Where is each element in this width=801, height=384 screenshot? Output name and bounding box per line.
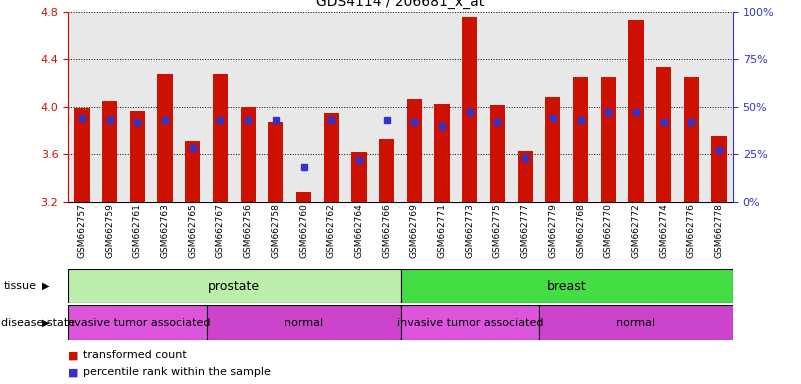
Text: GSM662759: GSM662759 bbox=[105, 203, 114, 258]
Bar bbox=[213, 74, 228, 202]
Bar bbox=[490, 105, 505, 202]
Text: ▶: ▶ bbox=[42, 318, 49, 328]
Text: normal: normal bbox=[284, 318, 323, 328]
Text: GSM662765: GSM662765 bbox=[188, 203, 197, 258]
Text: tissue: tissue bbox=[4, 281, 37, 291]
Bar bbox=[268, 122, 284, 202]
Text: GSM662762: GSM662762 bbox=[327, 203, 336, 258]
Bar bbox=[545, 97, 561, 202]
Text: GSM662774: GSM662774 bbox=[659, 203, 668, 258]
Text: GSM662768: GSM662768 bbox=[576, 203, 585, 258]
Text: GSM662772: GSM662772 bbox=[631, 203, 641, 258]
Text: GSM662779: GSM662779 bbox=[549, 203, 557, 258]
Bar bbox=[68, 269, 400, 303]
Bar bbox=[130, 111, 145, 202]
Text: GSM662777: GSM662777 bbox=[521, 203, 529, 258]
Bar bbox=[711, 136, 727, 202]
Text: GSM662764: GSM662764 bbox=[355, 203, 364, 258]
Bar bbox=[379, 139, 394, 202]
Bar bbox=[462, 17, 477, 202]
Bar bbox=[573, 77, 588, 202]
Text: GSM662757: GSM662757 bbox=[78, 203, 87, 258]
Text: GSM662758: GSM662758 bbox=[272, 203, 280, 258]
Bar bbox=[102, 101, 117, 202]
Text: breast: breast bbox=[547, 280, 586, 293]
Text: GSM662778: GSM662778 bbox=[714, 203, 723, 258]
Text: ■: ■ bbox=[68, 350, 78, 360]
Bar bbox=[434, 104, 449, 202]
Text: disease state: disease state bbox=[1, 318, 75, 328]
Bar bbox=[74, 108, 90, 202]
Text: GSM662767: GSM662767 bbox=[216, 203, 225, 258]
Bar bbox=[352, 152, 367, 202]
Bar bbox=[240, 107, 256, 202]
Text: GSM662775: GSM662775 bbox=[493, 203, 502, 258]
Bar bbox=[539, 305, 733, 340]
Text: ■: ■ bbox=[68, 367, 78, 377]
Text: GSM662766: GSM662766 bbox=[382, 203, 391, 258]
Text: GSM662760: GSM662760 bbox=[299, 203, 308, 258]
Bar bbox=[601, 77, 616, 202]
Text: prostate: prostate bbox=[208, 280, 260, 293]
Text: GSM662769: GSM662769 bbox=[410, 203, 419, 258]
Bar bbox=[628, 20, 643, 202]
Bar bbox=[656, 67, 671, 202]
Bar bbox=[517, 151, 533, 202]
Text: invasive tumor associated: invasive tumor associated bbox=[396, 318, 543, 328]
Text: normal: normal bbox=[617, 318, 655, 328]
Bar bbox=[400, 269, 733, 303]
Bar bbox=[68, 305, 207, 340]
Text: invasive tumor associated: invasive tumor associated bbox=[64, 318, 211, 328]
Text: GSM662756: GSM662756 bbox=[244, 203, 252, 258]
Title: GDS4114 / 206681_x_at: GDS4114 / 206681_x_at bbox=[316, 0, 485, 9]
Text: GSM662763: GSM662763 bbox=[160, 203, 170, 258]
Text: GSM662771: GSM662771 bbox=[437, 203, 446, 258]
Bar bbox=[407, 99, 422, 202]
Bar bbox=[158, 74, 173, 202]
Bar bbox=[324, 113, 339, 202]
Bar bbox=[400, 305, 539, 340]
Text: ▶: ▶ bbox=[42, 281, 49, 291]
Bar bbox=[684, 77, 699, 202]
Bar bbox=[296, 192, 311, 202]
Bar bbox=[207, 305, 400, 340]
Text: GSM662761: GSM662761 bbox=[133, 203, 142, 258]
Text: GSM662770: GSM662770 bbox=[604, 203, 613, 258]
Text: GSM662773: GSM662773 bbox=[465, 203, 474, 258]
Bar bbox=[185, 141, 200, 202]
Text: transformed count: transformed count bbox=[83, 350, 187, 360]
Text: percentile rank within the sample: percentile rank within the sample bbox=[83, 367, 271, 377]
Text: GSM662776: GSM662776 bbox=[687, 203, 696, 258]
